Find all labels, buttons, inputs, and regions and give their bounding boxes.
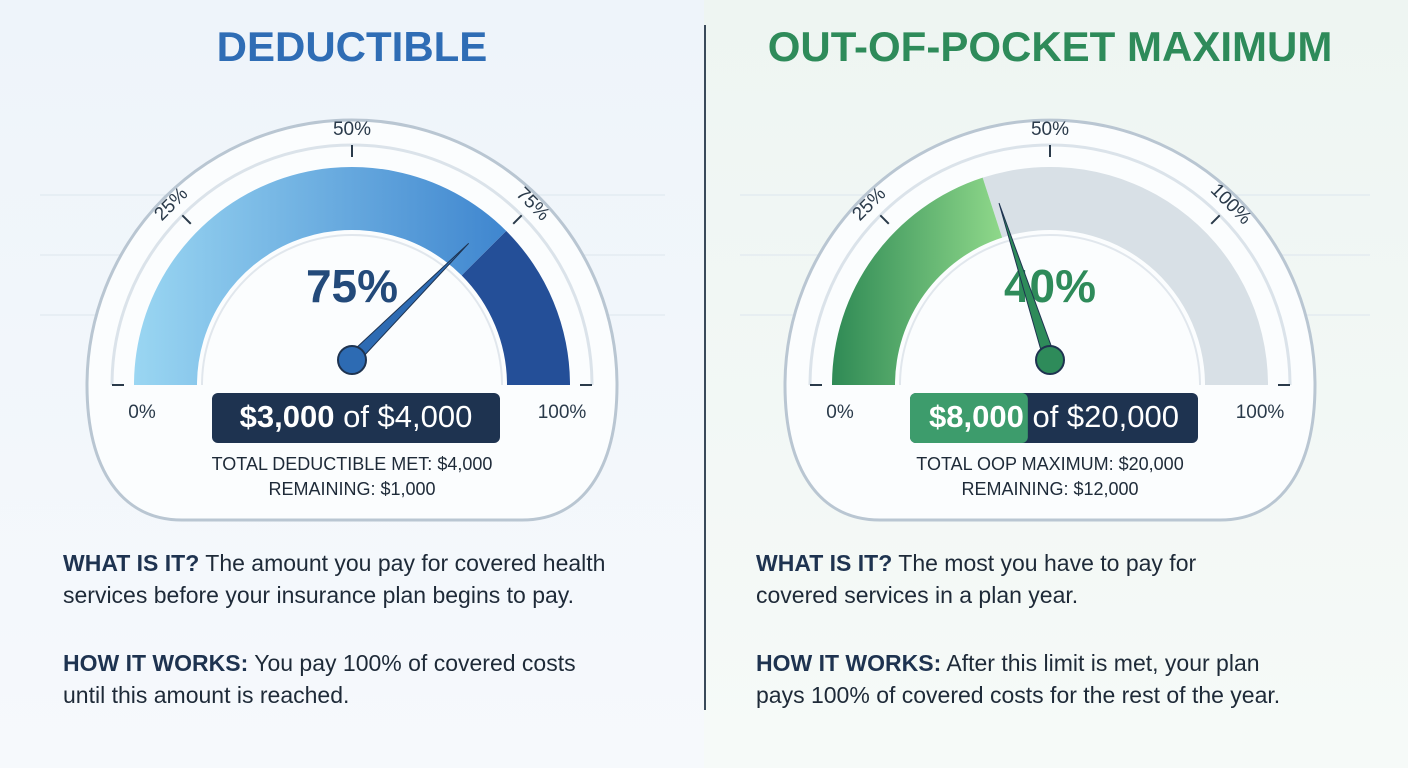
description-line: HOW IT WORKS: You pay 100% of covered co… xyxy=(63,650,576,676)
gauge-inner-ring xyxy=(201,234,503,386)
needle-pivot xyxy=(337,345,367,375)
description-label: HOW IT WORKS: xyxy=(756,650,941,676)
gauge-fill xyxy=(134,166,507,385)
amount-of: of $4,000 xyxy=(343,399,472,434)
tick-label: 0% xyxy=(826,402,854,423)
tick-mark xyxy=(1210,214,1221,225)
total-line: TOTAL DEDUCTIBLE MET: $4,000 xyxy=(212,454,493,474)
description-text: After this limit is met, your plan xyxy=(946,650,1259,676)
description-line: HOW IT WORKS: After this limit is met, y… xyxy=(756,650,1260,676)
tick-label: 100% xyxy=(1236,402,1285,423)
gauge-inner-ring xyxy=(899,234,1201,386)
description-text: The amount you pay for covered health xyxy=(205,550,605,576)
gauge-fill xyxy=(832,177,1003,385)
tick-mark xyxy=(512,214,523,225)
gauge-rest xyxy=(461,230,570,385)
panel-title: DEDUCTIBLE xyxy=(217,23,488,70)
gauge-value: 75% xyxy=(306,260,398,312)
description-text: The most you have to pay for xyxy=(898,550,1196,576)
tick-mark xyxy=(879,214,890,225)
amount-of: of $20,000 xyxy=(1032,399,1179,434)
description-label: HOW IT WORKS: xyxy=(63,650,248,676)
description-line: until this amount is reached. xyxy=(63,682,349,708)
remaining-line: REMAINING: $1,000 xyxy=(268,479,435,499)
gauge-rest xyxy=(982,167,1268,385)
tick-label: 0% xyxy=(128,402,156,423)
tick-label: 50% xyxy=(333,119,371,140)
panel-title: OUT-OF-POCKET MAXIMUM xyxy=(768,23,1333,70)
total-line: TOTAL OOP MAXIMUM: $20,000 xyxy=(916,454,1183,474)
tick-label: 100% xyxy=(538,402,587,423)
amount-text: $8,000 of $20,000 xyxy=(929,399,1179,434)
tick-label: 50% xyxy=(1031,119,1069,140)
amount-current: $8,000 xyxy=(929,399,1024,434)
needle-pivot xyxy=(1035,345,1065,375)
remaining-line: REMAINING: $12,000 xyxy=(961,479,1138,499)
description-line: covered services in a plan year. xyxy=(756,582,1078,608)
description-line: pays 100% of covered costs for the rest … xyxy=(756,682,1280,708)
amount-space xyxy=(1024,399,1033,434)
amount-current: $3,000 xyxy=(240,399,335,434)
description-label: WHAT IS IT? xyxy=(63,550,199,576)
description-line: services before your insurance plan begi… xyxy=(63,582,574,608)
amount-highlight xyxy=(910,393,1028,443)
description-line: WHAT IS IT? The most you have to pay for xyxy=(756,550,1196,576)
description-text: You pay 100% of covered costs xyxy=(254,650,575,676)
tick-mark xyxy=(181,214,192,225)
amount-text: $3,000 of $4,000 xyxy=(240,399,473,434)
description-line: WHAT IS IT? The amount you pay for cover… xyxy=(63,550,605,576)
amount-space xyxy=(334,399,343,434)
description-label: WHAT IS IT? xyxy=(756,550,892,576)
amount-box xyxy=(212,393,500,443)
